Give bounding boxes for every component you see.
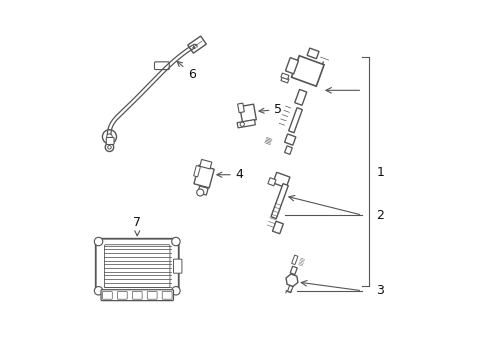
Polygon shape <box>285 274 297 287</box>
Polygon shape <box>284 146 292 154</box>
Polygon shape <box>198 186 208 195</box>
FancyBboxPatch shape <box>101 290 173 301</box>
Polygon shape <box>280 73 288 80</box>
Circle shape <box>171 287 180 295</box>
Circle shape <box>94 287 102 295</box>
Polygon shape <box>288 108 302 133</box>
Polygon shape <box>284 134 295 145</box>
Circle shape <box>106 134 112 140</box>
Polygon shape <box>294 89 306 105</box>
FancyBboxPatch shape <box>162 292 172 299</box>
Circle shape <box>102 130 116 144</box>
Circle shape <box>171 237 180 246</box>
Circle shape <box>240 122 244 126</box>
FancyBboxPatch shape <box>173 259 182 273</box>
Polygon shape <box>306 48 318 59</box>
Text: 7: 7 <box>133 216 141 236</box>
Text: 2: 2 <box>376 209 384 222</box>
Polygon shape <box>193 166 200 177</box>
Polygon shape <box>194 165 214 188</box>
Polygon shape <box>267 178 275 186</box>
Polygon shape <box>237 120 255 128</box>
FancyBboxPatch shape <box>96 239 179 294</box>
Circle shape <box>94 237 102 246</box>
Polygon shape <box>272 221 283 234</box>
Text: 4: 4 <box>216 168 243 181</box>
Polygon shape <box>291 255 297 265</box>
Polygon shape <box>291 56 324 86</box>
FancyBboxPatch shape <box>132 292 142 299</box>
Text: 1: 1 <box>376 166 384 180</box>
Polygon shape <box>280 77 288 83</box>
Polygon shape <box>187 36 206 53</box>
Polygon shape <box>270 184 288 219</box>
Polygon shape <box>239 104 256 122</box>
Polygon shape <box>285 58 298 74</box>
Polygon shape <box>289 266 297 275</box>
Polygon shape <box>272 172 289 188</box>
Circle shape <box>107 145 111 149</box>
Text: 6: 6 <box>177 61 195 81</box>
FancyBboxPatch shape <box>154 62 169 69</box>
FancyBboxPatch shape <box>106 138 114 144</box>
Polygon shape <box>287 285 292 293</box>
FancyBboxPatch shape <box>117 292 127 299</box>
Circle shape <box>105 143 113 152</box>
Polygon shape <box>237 103 244 113</box>
Polygon shape <box>200 159 211 169</box>
Text: 3: 3 <box>376 284 384 297</box>
Circle shape <box>196 189 203 196</box>
Text: 5: 5 <box>259 103 282 116</box>
FancyBboxPatch shape <box>102 292 112 299</box>
FancyBboxPatch shape <box>147 292 157 299</box>
